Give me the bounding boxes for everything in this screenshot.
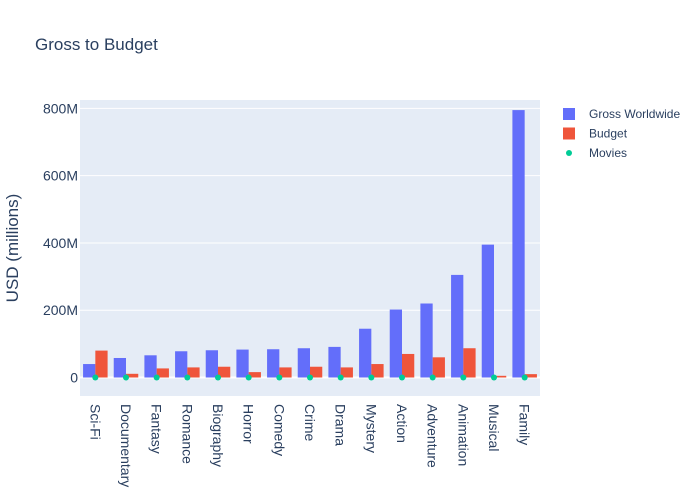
legend-item-label[interactable]: Budget — [589, 127, 628, 141]
points — [92, 374, 528, 381]
y-tick-label: 0 — [70, 370, 78, 386]
point-movies[interactable] — [460, 374, 467, 381]
legend-swatch — [563, 127, 575, 140]
x-tick-label: Adventure — [425, 404, 441, 468]
y-axis-label: USD (millions) — [3, 194, 22, 303]
point-movies[interactable] — [521, 374, 528, 381]
x-tick-label: Action — [394, 404, 410, 443]
bar-budget[interactable] — [463, 348, 476, 378]
point-movies[interactable] — [245, 374, 252, 381]
bar-budget[interactable] — [524, 374, 537, 378]
x-tick-label: Fantasy — [149, 404, 165, 454]
x-tick-label: Romance — [179, 404, 195, 464]
bars — [83, 110, 537, 378]
x-tick-label: Drama — [333, 404, 349, 446]
bar-budget[interactable] — [279, 367, 292, 378]
x-tick-label: Comedy — [271, 404, 287, 456]
point-movies[interactable] — [337, 374, 344, 381]
bar-gross-worldwide[interactable] — [512, 110, 525, 378]
point-movies[interactable] — [92, 374, 99, 381]
x-tick-label: Animation — [455, 404, 471, 466]
bar-gross-worldwide[interactable] — [451, 274, 464, 378]
bar-budget[interactable] — [402, 353, 415, 378]
bar-gross-worldwide[interactable] — [389, 309, 402, 378]
x-tick-label: Biography — [210, 404, 226, 467]
bar-gross-worldwide[interactable] — [236, 349, 249, 378]
point-movies[interactable] — [153, 374, 160, 381]
bar-budget[interactable] — [156, 368, 169, 378]
bar-gross-worldwide[interactable] — [113, 357, 126, 378]
legend-swatch — [563, 108, 575, 120]
point-movies[interactable] — [368, 374, 375, 381]
bar-budget[interactable] — [95, 350, 108, 378]
bar-budget[interactable] — [340, 367, 353, 378]
y-tick-label: 400M — [43, 235, 78, 251]
y-tick-label: 600M — [43, 168, 78, 184]
y-axis-ticks: 0 200M 400M 600M 800M — [43, 100, 78, 385]
x-tick-label: Musical — [486, 404, 502, 451]
point-movies[interactable] — [276, 374, 283, 381]
chart-title: Gross to Budget — [35, 35, 158, 54]
legend-item-label[interactable]: Gross Worldwide — [589, 107, 680, 121]
legend-item-label[interactable]: Movies — [589, 146, 627, 160]
bar-budget[interactable] — [494, 375, 507, 378]
bar-gross-worldwide[interactable] — [420, 303, 433, 378]
x-tick-label: Crime — [302, 404, 318, 442]
bar-gross-worldwide[interactable] — [359, 328, 372, 378]
point-movies[interactable] — [491, 374, 497, 381]
bar-gross-worldwide[interactable] — [328, 346, 341, 378]
legend[interactable]: Gross Worldwide Budget Movies — [563, 107, 680, 160]
bar-budget[interactable] — [371, 364, 384, 378]
legend-swatch — [566, 150, 572, 156]
x-tick-label: Mystery — [363, 404, 379, 453]
bar-gross-worldwide[interactable] — [175, 351, 188, 378]
bar-gross-worldwide[interactable] — [205, 350, 218, 378]
x-tick-label: Horror — [241, 404, 257, 444]
bar-gross-worldwide[interactable] — [481, 244, 494, 378]
x-tick-label: Documentary — [118, 404, 134, 487]
point-movies[interactable] — [123, 374, 129, 381]
bar-budget[interactable] — [218, 366, 231, 378]
point-movies[interactable] — [399, 374, 405, 381]
bar-gross-worldwide[interactable] — [144, 355, 157, 378]
y-tick-label: 800M — [43, 100, 78, 116]
bar-budget[interactable] — [248, 372, 261, 378]
point-movies[interactable] — [307, 374, 313, 381]
point-movies[interactable] — [429, 374, 436, 381]
point-movies[interactable] — [215, 374, 221, 381]
bar-budget[interactable] — [432, 357, 445, 378]
bar-budget[interactable] — [126, 373, 139, 378]
bar-budget[interactable] — [310, 366, 323, 378]
x-axis-ticks: Sci-Fi Documentary Fantasy Romance Biography… — [87, 404, 532, 487]
bar-budget[interactable] — [187, 367, 200, 378]
bar-gross-worldwide[interactable] — [297, 348, 310, 378]
y-tick-label: 200M — [43, 302, 78, 318]
x-tick-label: Sci-Fi — [87, 404, 103, 440]
x-tick-label: Family — [517, 404, 533, 445]
bar-gross-worldwide[interactable] — [267, 349, 280, 378]
bar-gross-worldwide[interactable] — [83, 364, 96, 378]
point-movies[interactable] — [184, 374, 191, 381]
